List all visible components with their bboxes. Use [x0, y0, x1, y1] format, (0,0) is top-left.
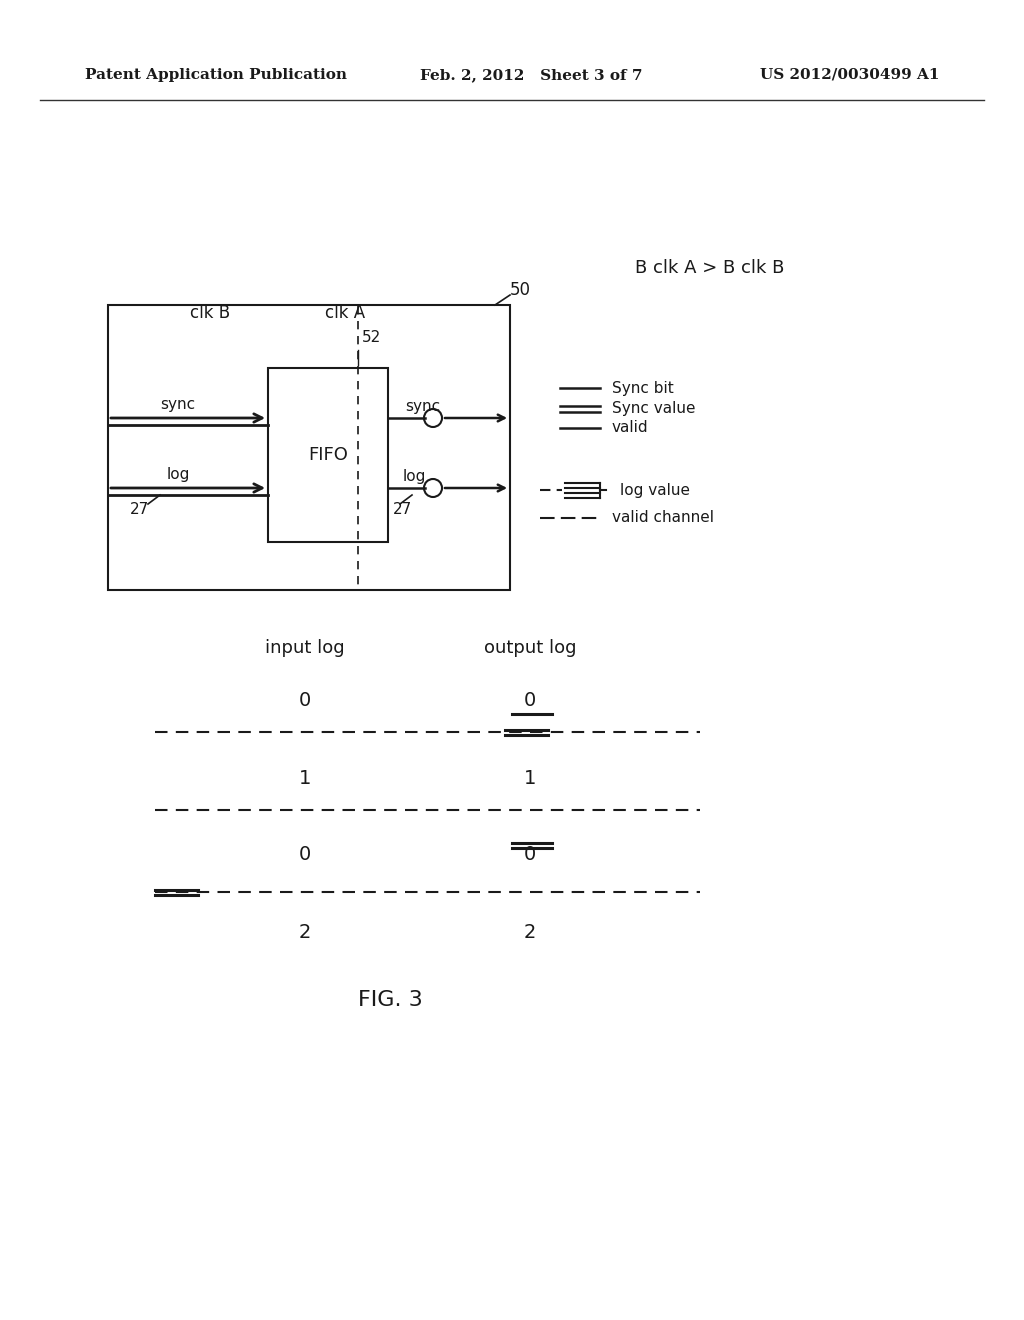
Text: valid channel: valid channel	[612, 511, 714, 525]
Text: Sync bit: Sync bit	[612, 380, 674, 396]
Text: 27: 27	[393, 503, 413, 517]
Text: 1: 1	[524, 768, 537, 788]
Text: log: log	[166, 466, 189, 482]
Text: clk A: clk A	[325, 304, 366, 322]
Text: Patent Application Publication: Patent Application Publication	[85, 69, 347, 82]
Text: FIG. 3: FIG. 3	[357, 990, 422, 1010]
Text: B clk A > B clk B: B clk A > B clk B	[635, 259, 784, 277]
Text: 50: 50	[510, 281, 531, 300]
Text: 2: 2	[524, 923, 537, 941]
Text: 0: 0	[299, 846, 311, 865]
Text: input log: input log	[265, 639, 345, 657]
Text: log: log	[403, 469, 426, 483]
Bar	[108, 305, 510, 590]
Text: 27: 27	[130, 503, 150, 517]
Text: sync: sync	[406, 399, 440, 413]
Bar	[268, 368, 388, 543]
Text: US 2012/0030499 A1: US 2012/0030499 A1	[760, 69, 939, 82]
Text: 0: 0	[524, 690, 537, 710]
Text: 2: 2	[299, 923, 311, 941]
Text: log value: log value	[620, 483, 690, 498]
Text: 1: 1	[299, 768, 311, 788]
Text: 52: 52	[362, 330, 381, 346]
Text: FIFO: FIFO	[308, 446, 348, 465]
Circle shape	[424, 479, 442, 498]
Circle shape	[424, 409, 442, 426]
Text: 0: 0	[299, 690, 311, 710]
Text: clk B: clk B	[190, 304, 230, 322]
Text: sync: sync	[161, 396, 196, 412]
Text: valid: valid	[612, 421, 648, 436]
Text: output log: output log	[483, 639, 577, 657]
Text: Sync value: Sync value	[612, 401, 695, 417]
Text: 0: 0	[524, 846, 537, 865]
Text: Feb. 2, 2012   Sheet 3 of 7: Feb. 2, 2012 Sheet 3 of 7	[420, 69, 642, 82]
